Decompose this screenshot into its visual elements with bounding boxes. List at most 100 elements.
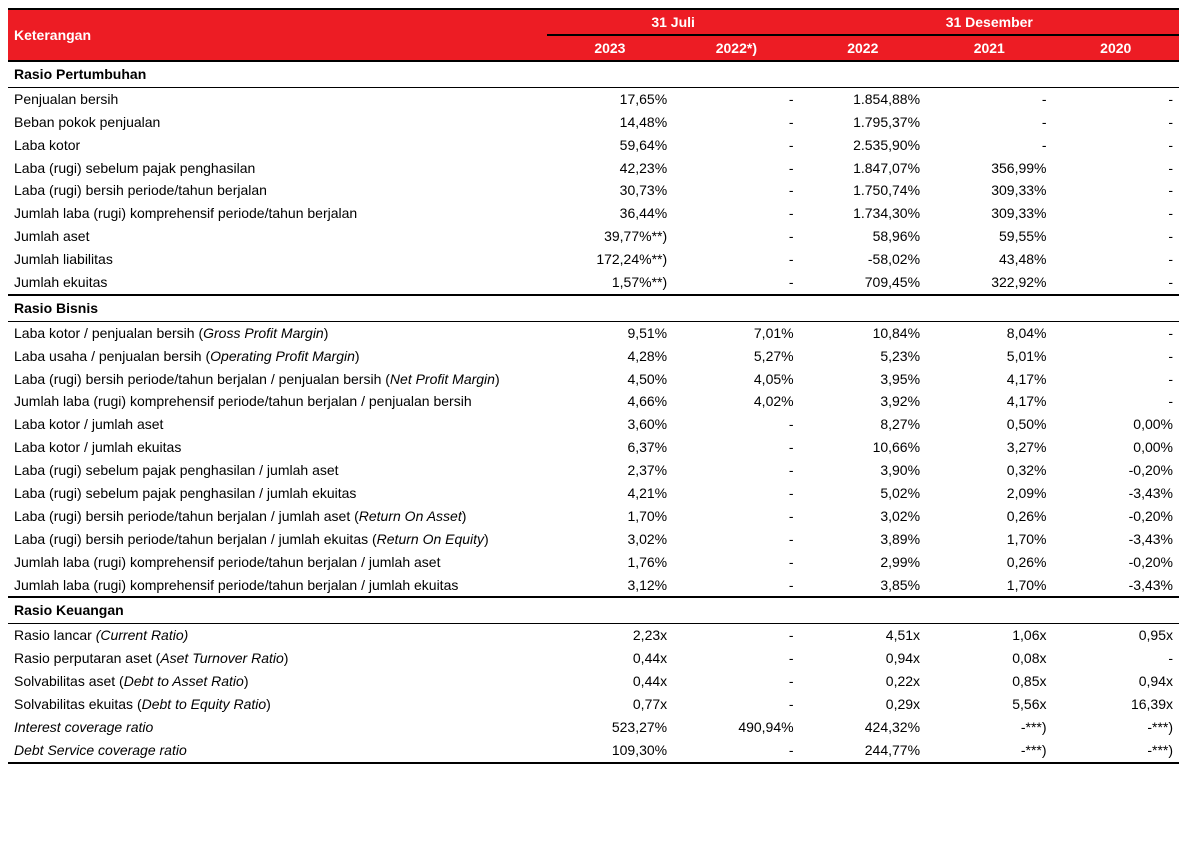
table-row: Solvabilitas ekuitas (Debt to Equity Rat… <box>8 693 1179 716</box>
section-title: Rasio Pertumbuhan <box>8 61 1179 87</box>
cell: -***) <box>1053 716 1180 739</box>
row-label: Interest coverage ratio <box>8 716 547 739</box>
cell: 0,95x <box>1053 624 1180 647</box>
row-label: Laba kotor / penjualan bersih (Gross Pro… <box>8 321 547 344</box>
cell: 4,05% <box>673 368 799 391</box>
table-row: Rasio lancar (Current Ratio)2,23x-4,51x1… <box>8 624 1179 647</box>
cell: -0,20% <box>1053 505 1180 528</box>
cell: 3,27% <box>926 436 1052 459</box>
row-label: Jumlah aset <box>8 225 547 248</box>
table-row: Jumlah ekuitas1,57%**)-709,45%322,92%- <box>8 271 1179 295</box>
row-label: Laba usaha / penjualan bersih (Operating… <box>8 345 547 368</box>
cell: 0,77x <box>547 693 673 716</box>
cell: - <box>926 134 1052 157</box>
row-label: Jumlah laba (rugi) komprehensif periode/… <box>8 202 547 225</box>
cell: 2.535,90% <box>800 134 926 157</box>
cell: -3,43% <box>1053 528 1180 551</box>
cell: 523,27% <box>547 716 673 739</box>
cell: 424,32% <box>800 716 926 739</box>
cell: - <box>1053 368 1180 391</box>
table-row: Laba (rugi) bersih periode/tahun berjala… <box>8 179 1179 202</box>
cell: 3,85% <box>800 574 926 598</box>
section-pertumbuhan: Rasio Pertumbuhan <box>8 61 1179 87</box>
cell: - <box>673 482 799 505</box>
table-row: Debt Service coverage ratio109,30%-244,7… <box>8 739 1179 763</box>
row-label: Laba (rugi) sebelum pajak penghasilan / … <box>8 482 547 505</box>
cell: - <box>673 157 799 180</box>
cell: - <box>1053 202 1180 225</box>
cell: 58,96% <box>800 225 926 248</box>
cell: - <box>673 624 799 647</box>
cell: 4,17% <box>926 390 1052 413</box>
cell: 1,70% <box>547 505 673 528</box>
table-row: Penjualan bersih17,65%-1.854,88%-- <box>8 87 1179 110</box>
cell: -3,43% <box>1053 482 1180 505</box>
cell: 4,21% <box>547 482 673 505</box>
table-row: Jumlah laba (rugi) komprehensif periode/… <box>8 202 1179 225</box>
cell: 10,84% <box>800 321 926 344</box>
table-row: Laba (rugi) sebelum pajak penghasilan42,… <box>8 157 1179 180</box>
section-keuangan: Rasio Keuangan <box>8 597 1179 623</box>
table-row: Laba (rugi) sebelum pajak penghasilan / … <box>8 482 1179 505</box>
row-label: Laba (rugi) sebelum pajak penghasilan <box>8 157 547 180</box>
cell: 0,08x <box>926 647 1052 670</box>
cell: 322,92% <box>926 271 1052 295</box>
table-row: Laba (rugi) bersih periode/tahun berjala… <box>8 368 1179 391</box>
cell: 8,04% <box>926 321 1052 344</box>
table-row: Laba usaha / penjualan bersih (Operating… <box>8 345 1179 368</box>
cell: 2,37% <box>547 459 673 482</box>
cell: 0,22x <box>800 670 926 693</box>
cell: 5,02% <box>800 482 926 505</box>
cell: 0,44x <box>547 670 673 693</box>
cell: - <box>673 459 799 482</box>
cell: - <box>673 179 799 202</box>
table-row: Jumlah laba (rugi) komprehensif periode/… <box>8 390 1179 413</box>
table-row: Laba kotor / jumlah ekuitas6,37%-10,66%3… <box>8 436 1179 459</box>
cell: 5,23% <box>800 345 926 368</box>
row-label: Laba kotor / jumlah ekuitas <box>8 436 547 459</box>
cell: 2,23x <box>547 624 673 647</box>
cell: 0,32% <box>926 459 1052 482</box>
cell: -***) <box>1053 739 1180 763</box>
cell: 0,44x <box>547 647 673 670</box>
cell: 7,01% <box>673 321 799 344</box>
table-row: Jumlah laba (rugi) komprehensif periode/… <box>8 551 1179 574</box>
cell: 1.847,07% <box>800 157 926 180</box>
cell: 0,00% <box>1053 413 1180 436</box>
cell: - <box>673 693 799 716</box>
cell: 4,51x <box>800 624 926 647</box>
row-label: Laba (rugi) bersih periode/tahun berjala… <box>8 528 547 551</box>
cell: 3,90% <box>800 459 926 482</box>
cell: 4,17% <box>926 368 1052 391</box>
cell: -0,20% <box>1053 459 1180 482</box>
row-label: Laba kotor <box>8 134 547 157</box>
cell: 17,65% <box>547 87 673 110</box>
cell: - <box>673 413 799 436</box>
table-row: Laba (rugi) bersih periode/tahun berjala… <box>8 505 1179 528</box>
cell: 4,50% <box>547 368 673 391</box>
cell: - <box>1053 647 1180 670</box>
table-row: Jumlah liabilitas172,24%**)--58,02%43,48… <box>8 248 1179 271</box>
cell: 356,99% <box>926 157 1052 180</box>
row-label: Rasio lancar (Current Ratio) <box>8 624 547 647</box>
cell: - <box>673 505 799 528</box>
cell: - <box>673 739 799 763</box>
row-label: Laba (rugi) sebelum pajak penghasilan / … <box>8 459 547 482</box>
cell: - <box>673 647 799 670</box>
cell: - <box>673 574 799 598</box>
section-title: Rasio Keuangan <box>8 597 1179 623</box>
cell: - <box>1053 157 1180 180</box>
cell: 3,02% <box>547 528 673 551</box>
cell: 0,26% <box>926 551 1052 574</box>
cell: 43,48% <box>926 248 1052 271</box>
cell: 8,27% <box>800 413 926 436</box>
cell: - <box>1053 390 1180 413</box>
row-label: Laba kotor / jumlah aset <box>8 413 547 436</box>
row-label: Solvabilitas ekuitas (Debt to Equity Rat… <box>8 693 547 716</box>
table-row: Laba (rugi) sebelum pajak penghasilan / … <box>8 459 1179 482</box>
cell: -58,02% <box>800 248 926 271</box>
cell: - <box>1053 321 1180 344</box>
table-row: Laba (rugi) bersih periode/tahun berjala… <box>8 528 1179 551</box>
cell: - <box>673 528 799 551</box>
cell: - <box>673 248 799 271</box>
